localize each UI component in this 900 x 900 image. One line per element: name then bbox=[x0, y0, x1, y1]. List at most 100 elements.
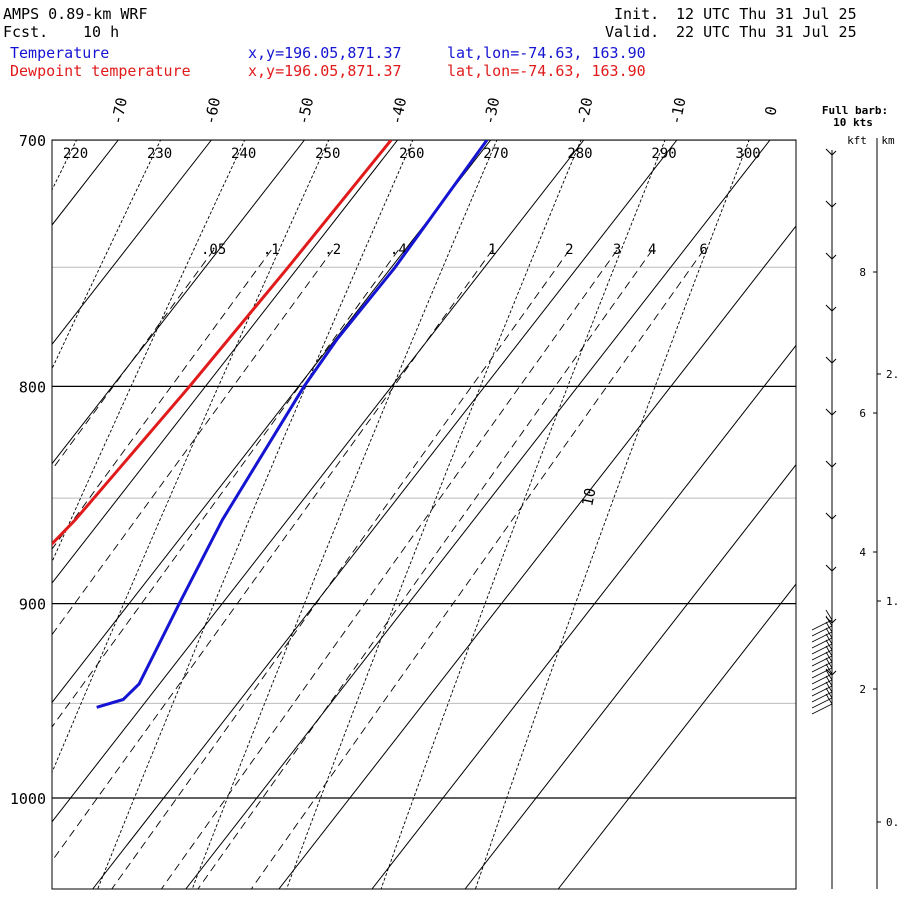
isotherm-line bbox=[185, 140, 771, 889]
temperature-profile bbox=[96, 140, 489, 709]
dewpoint-latlon: lat,lon=-74.63, 163.90 bbox=[447, 62, 646, 80]
forecast-value: 10 h bbox=[83, 23, 120, 41]
dry-adiabat-300 bbox=[474, 140, 750, 889]
km-label: km bbox=[881, 134, 895, 147]
wind-barb bbox=[811, 633, 833, 655]
mixing-ratio-line bbox=[52, 249, 272, 550]
kft-tick-label: 8 bbox=[859, 266, 866, 279]
kft-label: kft bbox=[847, 134, 867, 147]
temperature-tick-label: -50 bbox=[294, 96, 317, 126]
init-label: Init. bbox=[614, 5, 660, 23]
valid-label: Valid. bbox=[605, 23, 660, 41]
wind-barb bbox=[825, 408, 837, 416]
dry-adiabat-label: 240 bbox=[231, 146, 256, 162]
wind-barb bbox=[811, 651, 833, 673]
wind-barb bbox=[825, 512, 837, 520]
isotherm-line bbox=[0, 140, 25, 889]
wind-barb bbox=[811, 621, 833, 643]
mixing-ratio-label: 6 bbox=[699, 242, 707, 258]
wind-barb bbox=[811, 675, 833, 697]
forecast-label: Fcst. bbox=[3, 23, 49, 41]
wind-barb bbox=[811, 645, 833, 667]
temperature-legend: Temperature bbox=[10, 44, 110, 62]
wind-barb bbox=[825, 200, 837, 208]
temperature-tick-label: -20 bbox=[573, 96, 596, 126]
wind-barb bbox=[825, 148, 837, 156]
temperature-tick-label: -60 bbox=[201, 96, 224, 126]
valid-value: 22 UTC Thu 31 Jul 25 bbox=[676, 23, 857, 41]
mixing-ratio-label: 2 bbox=[565, 242, 573, 258]
dry-adiabat-label: 290 bbox=[651, 146, 676, 162]
isotherm-line bbox=[464, 463, 796, 889]
wind-barb-unit: 10 kts bbox=[833, 116, 873, 129]
isotherm-line bbox=[52, 140, 212, 346]
dry-adiabat-label: 270 bbox=[483, 146, 508, 162]
pressure-tick-label: 1000 bbox=[10, 790, 46, 808]
dry-adiabat-label: 280 bbox=[567, 146, 592, 162]
dewpoint-profile bbox=[52, 140, 393, 547]
pressure-tick-label: 900 bbox=[19, 596, 46, 614]
wind-barb bbox=[811, 663, 833, 685]
isotherm-line bbox=[52, 140, 119, 226]
dewpoint-legend: Dewpoint temperature bbox=[10, 62, 191, 80]
temperature-tick-label: 0 bbox=[761, 105, 780, 118]
dry-adiabat-270 bbox=[191, 140, 498, 889]
mixing-ratio-line bbox=[197, 249, 653, 889]
wind-barb bbox=[811, 657, 833, 679]
dry-adiabat-220 bbox=[52, 140, 78, 191]
wind-barb bbox=[825, 564, 837, 572]
mixing-ratio-label: 1 bbox=[488, 242, 496, 258]
dry-adiabat-250 bbox=[52, 140, 330, 774]
temperature-tick-label: -70 bbox=[108, 96, 131, 126]
km-tick-label: 0. bbox=[886, 816, 899, 829]
model-title: AMPS 0.89-km WRF bbox=[3, 5, 148, 23]
isotherm-line bbox=[52, 140, 305, 465]
dry-adiabat-label: 300 bbox=[735, 146, 760, 162]
temperature-latlon: lat,lon=-74.63, 163.90 bbox=[447, 44, 646, 62]
dry-adiabat-label: 230 bbox=[147, 146, 172, 162]
wind-barb bbox=[811, 609, 833, 631]
isotherm-line bbox=[52, 140, 398, 584]
kft-tick-label: 2 bbox=[859, 683, 866, 696]
wind-barb bbox=[825, 668, 837, 676]
mixing-ratio-label: .05 bbox=[201, 242, 226, 258]
dry-adiabat-240 bbox=[52, 140, 246, 563]
dry-adiabat-label: 250 bbox=[315, 146, 340, 162]
isotherm-line bbox=[557, 583, 796, 889]
wind-barb bbox=[825, 356, 837, 364]
mixing-ratio-line bbox=[160, 249, 618, 889]
dewpoint-xy: x,y=196.05,871.37 bbox=[248, 62, 402, 80]
kft-tick-label: 4 bbox=[859, 546, 866, 559]
pressure-tick-label: 700 bbox=[19, 132, 46, 150]
dry-adiabat-label: 260 bbox=[399, 146, 424, 162]
wind-barb bbox=[825, 252, 837, 260]
mixing-ratio-label: .1 bbox=[263, 242, 280, 258]
isotherm-line bbox=[92, 140, 678, 889]
wind-barb bbox=[811, 627, 833, 649]
temperature-tick-label: -10 bbox=[666, 96, 689, 126]
kft-tick-label: 6 bbox=[859, 407, 866, 420]
isotherm-line bbox=[52, 140, 585, 823]
dry-adiabat-260 bbox=[97, 140, 414, 889]
mixing-ratio-line bbox=[52, 249, 334, 636]
dry-adiabat-label: 220 bbox=[63, 146, 88, 162]
isotherm-line bbox=[52, 140, 492, 704]
mixing-ratio-label: .4 bbox=[390, 242, 407, 258]
temperature-tick-label: -30 bbox=[480, 96, 503, 126]
wind-barb bbox=[811, 681, 833, 703]
mixing-ratio-label: .2 bbox=[324, 242, 341, 258]
wind-barb bbox=[811, 639, 833, 661]
temperature-xy: x,y=196.05,871.37 bbox=[248, 44, 402, 62]
km-tick-label: 1. bbox=[886, 595, 899, 608]
mixing-ratio-line bbox=[111, 249, 570, 889]
isotherm-line bbox=[278, 225, 796, 889]
wind-barb bbox=[811, 669, 833, 691]
wind-barb bbox=[825, 304, 837, 312]
wind-barb bbox=[811, 693, 833, 715]
mixing-ratio-line bbox=[52, 249, 399, 728]
isotherm-line bbox=[371, 344, 796, 889]
wind-barb-title: Full barb: bbox=[822, 104, 888, 117]
wind-barb bbox=[811, 687, 833, 709]
mixing-ratio-label: 3 bbox=[613, 242, 621, 258]
